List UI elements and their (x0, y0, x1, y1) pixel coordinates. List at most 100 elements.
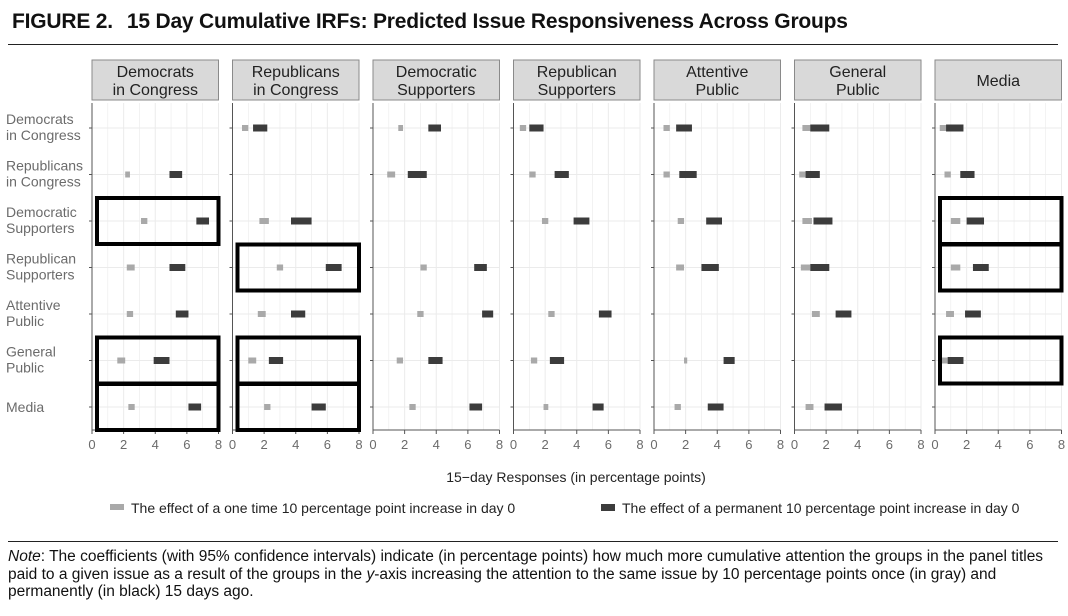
once-interval (684, 357, 688, 364)
figure-title-text: 15 Day Cumulative IRFs: Predicted Issue … (126, 10, 848, 33)
x-tick-label: 8 (777, 437, 784, 452)
perm-interval (325, 264, 342, 271)
panel-strip (232, 59, 360, 101)
x-tick-label: 4 (292, 437, 299, 452)
perm-interval (169, 171, 183, 178)
perm-interval (153, 357, 170, 364)
perm-interval (810, 264, 830, 271)
perm-interval (196, 217, 210, 225)
x-tick-label: 6 (745, 437, 752, 452)
once-interval (125, 171, 130, 178)
perm-interval (311, 403, 326, 411)
perm-interval (707, 403, 724, 411)
once-interval (128, 404, 135, 410)
x-tick-label: 2 (542, 437, 549, 452)
x-tick-label: 2 (401, 437, 408, 452)
panel-title: Supporters (538, 82, 616, 99)
x-tick-label: 8 (496, 437, 503, 452)
once-interval (541, 218, 549, 224)
perm-interval (549, 357, 565, 364)
panel-title: Media (976, 73, 1020, 90)
perm-interval (469, 403, 483, 411)
once-interval (800, 264, 811, 271)
row-label: in Congress (6, 174, 81, 190)
once-interval (950, 218, 961, 224)
highlight-box (938, 242, 1064, 293)
perm-interval (573, 217, 590, 225)
highlight-box (95, 196, 221, 246)
once-interval (950, 264, 961, 271)
panel-title: Supporters (397, 82, 475, 99)
note-text-a: : The coefficients (with 95% confidence … (8, 548, 1044, 583)
once-interval (264, 404, 271, 410)
row-label: Supporters (6, 267, 74, 283)
row-label: Media (6, 399, 44, 415)
once-interval (939, 357, 948, 364)
row-label: Public (6, 360, 44, 376)
x-tick-label: 0 (650, 437, 657, 452)
x-tick-label: 4 (714, 437, 721, 452)
perm-interval (824, 403, 842, 411)
once-interval (420, 264, 427, 271)
once-interval (241, 125, 249, 131)
highlight-box (235, 242, 361, 293)
once-interval (944, 171, 951, 178)
once-interval (530, 357, 538, 364)
title-rule (8, 44, 1058, 45)
perm-interval (835, 310, 852, 318)
x-tick-label: 0 (791, 437, 798, 452)
panel-title: Republicans (252, 64, 340, 81)
note-rule (8, 541, 1058, 542)
x-tick-label: 0 (369, 437, 376, 452)
once-interval (663, 171, 670, 178)
perm-interval (701, 264, 719, 271)
once-interval (396, 357, 404, 364)
x-tick-label: 6 (1026, 437, 1033, 452)
x-tick-label: 8 (1058, 437, 1065, 452)
once-interval (802, 218, 812, 224)
panel-title: in Congress (113, 82, 198, 99)
x-tick-label: 4 (854, 437, 861, 452)
row-label: Republicans (6, 158, 83, 174)
once-interval (257, 311, 266, 317)
x-tick-label: 8 (636, 437, 643, 452)
perm-interval (291, 310, 306, 318)
once-interval (126, 311, 134, 317)
panel-title: Attentive (686, 64, 748, 81)
once-interval (939, 125, 948, 131)
row-label: Attentive (6, 297, 61, 313)
once-interval (117, 357, 126, 364)
perm-interval (175, 310, 189, 318)
perm-interval (529, 124, 544, 132)
once-interval (676, 264, 685, 271)
figure-note: Note: The coefficients (with 95% confide… (8, 548, 1060, 601)
highlight-box (235, 382, 361, 432)
once-interval (409, 404, 416, 410)
perm-interval (706, 217, 722, 225)
panel-title: Public (836, 82, 880, 99)
note-axis-word: y (366, 565, 375, 583)
once-interval (802, 125, 812, 131)
perm-interval (188, 403, 202, 411)
perm-interval (723, 357, 735, 364)
panel-strip (91, 59, 219, 101)
figure-title: FIGURE 2. 15 Day Cumulative IRFs: Predict… (12, 10, 848, 34)
x-tick-label: 2 (823, 437, 830, 452)
perm-interval (428, 124, 441, 132)
x-tick-label: 4 (573, 437, 580, 452)
panel-title: in Congress (253, 82, 338, 99)
row-label: Democrats (6, 111, 74, 127)
x-tick-label: 2 (963, 437, 970, 452)
x-tick-label: 6 (886, 437, 893, 452)
once-interval (529, 171, 536, 178)
once-interval (805, 404, 814, 410)
x-axis-title: 15−day Responses (in percentage points) (446, 469, 706, 485)
panel-strip (934, 59, 1062, 101)
figure-label: FIGURE 2. (12, 10, 113, 33)
perm-interval (676, 124, 692, 132)
perm-interval (253, 124, 268, 132)
perm-interval (965, 310, 981, 318)
perm-interval (598, 310, 612, 318)
once-interval (141, 218, 148, 224)
